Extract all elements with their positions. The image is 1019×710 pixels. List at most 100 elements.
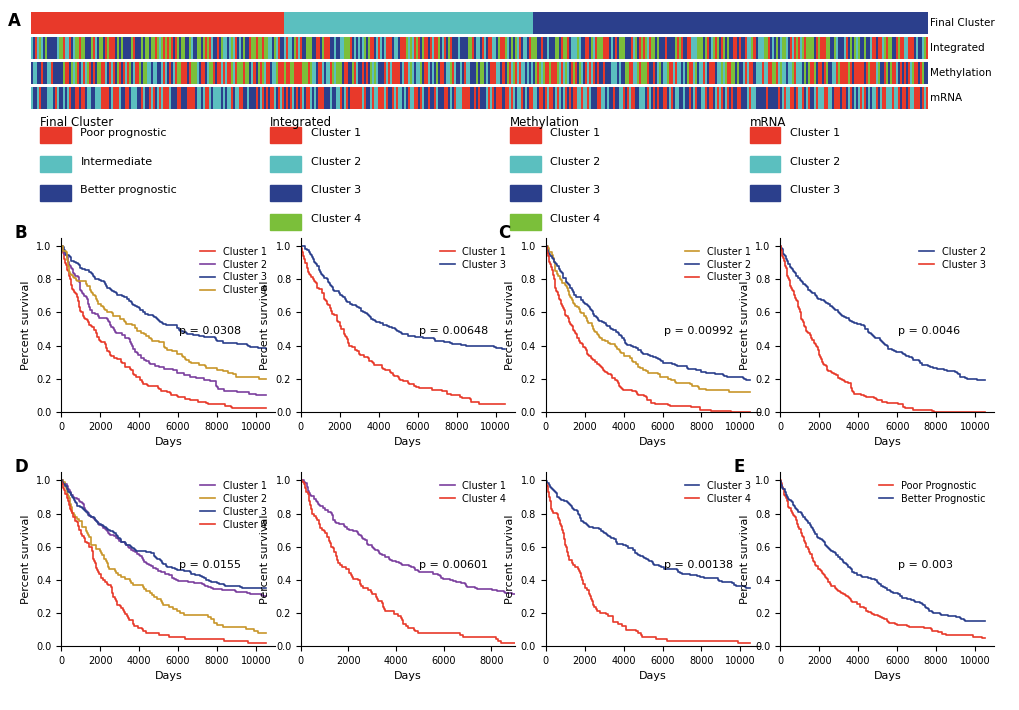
Bar bbox=[259, 12, 261, 34]
Bar bbox=[841, 62, 843, 84]
Bar bbox=[422, 62, 424, 84]
Bar bbox=[167, 12, 169, 34]
Legend: Cluster 2, Cluster 3: Cluster 2, Cluster 3 bbox=[914, 243, 988, 273]
Bar bbox=[835, 37, 837, 59]
Bar bbox=[252, 12, 254, 34]
Bar bbox=[516, 12, 518, 34]
Bar bbox=[779, 62, 781, 84]
Bar bbox=[917, 87, 919, 109]
Bar bbox=[185, 37, 187, 59]
Bar bbox=[312, 37, 314, 59]
Bar bbox=[137, 12, 139, 34]
Bar bbox=[490, 12, 492, 34]
Bar bbox=[679, 62, 681, 84]
Bar bbox=[496, 62, 498, 84]
Cluster 1 bbox=[93, 519, 105, 528]
Bar bbox=[291, 62, 293, 84]
Bar bbox=[710, 62, 712, 84]
Bar bbox=[575, 12, 576, 34]
Bar bbox=[518, 37, 520, 59]
Bar bbox=[772, 37, 774, 59]
Cluster 1 bbox=[558, 279, 571, 288]
Bar bbox=[462, 62, 464, 84]
Bar bbox=[668, 87, 671, 109]
Bar bbox=[789, 62, 791, 84]
Bar bbox=[401, 62, 404, 84]
Bar bbox=[169, 37, 171, 59]
Bar bbox=[859, 62, 861, 84]
Bar bbox=[59, 87, 61, 109]
Poor Prognostic bbox=[974, 633, 986, 642]
Bar bbox=[789, 12, 791, 34]
Bar bbox=[480, 37, 482, 59]
Bar bbox=[153, 37, 155, 59]
Bar bbox=[281, 12, 283, 34]
Better Prognostic bbox=[884, 587, 897, 596]
Bar bbox=[125, 87, 126, 109]
Text: p = 0.00992: p = 0.00992 bbox=[662, 325, 733, 336]
Bar bbox=[639, 87, 640, 109]
Cluster 2 bbox=[575, 294, 587, 302]
Cluster 3 bbox=[305, 250, 317, 258]
Bar bbox=[571, 12, 573, 34]
Bar bbox=[536, 87, 538, 109]
Bar bbox=[329, 87, 331, 109]
Bar bbox=[580, 37, 582, 59]
Cluster 2 bbox=[970, 376, 982, 385]
Bar bbox=[668, 62, 671, 84]
Bar bbox=[612, 87, 614, 109]
Bar bbox=[339, 37, 341, 59]
Bar bbox=[524, 37, 526, 59]
Bar bbox=[171, 87, 173, 109]
Bar bbox=[132, 62, 135, 84]
Bar bbox=[41, 37, 43, 59]
Bar bbox=[656, 37, 658, 59]
Bar bbox=[699, 62, 701, 84]
Bar bbox=[99, 12, 101, 34]
Bar bbox=[863, 62, 865, 84]
Bar bbox=[115, 87, 117, 109]
FancyBboxPatch shape bbox=[510, 128, 540, 143]
Bar bbox=[302, 87, 304, 109]
Bar bbox=[751, 87, 753, 109]
Bar bbox=[666, 62, 668, 84]
Bar bbox=[109, 12, 111, 34]
Bar bbox=[167, 87, 169, 109]
Bar bbox=[426, 87, 428, 109]
Bar bbox=[378, 37, 380, 59]
Bar bbox=[163, 62, 165, 84]
Bar bbox=[149, 87, 151, 109]
Bar bbox=[629, 87, 631, 109]
Bar bbox=[565, 62, 567, 84]
Bar bbox=[147, 87, 149, 109]
Bar bbox=[725, 12, 727, 34]
Bar bbox=[675, 12, 677, 34]
Bar bbox=[442, 87, 444, 109]
Bar bbox=[300, 62, 302, 84]
Cluster 3 bbox=[326, 283, 338, 291]
Bar bbox=[861, 62, 863, 84]
Bar bbox=[135, 87, 137, 109]
Bar bbox=[43, 62, 45, 84]
Text: p = 0.0155: p = 0.0155 bbox=[179, 559, 240, 570]
Bar bbox=[358, 12, 360, 34]
Bar bbox=[855, 37, 857, 59]
Bar bbox=[739, 12, 741, 34]
Bar bbox=[227, 12, 229, 34]
Bar bbox=[849, 87, 851, 109]
Bar bbox=[267, 62, 269, 84]
Bar bbox=[285, 87, 287, 109]
Bar bbox=[546, 37, 548, 59]
Bar bbox=[85, 37, 87, 59]
Bar bbox=[119, 37, 121, 59]
Cluster 2 bbox=[552, 265, 565, 273]
Bar bbox=[635, 62, 637, 84]
Bar bbox=[704, 87, 706, 109]
Bar bbox=[727, 37, 729, 59]
Bar bbox=[652, 37, 654, 59]
Bar bbox=[708, 62, 710, 84]
Bar bbox=[832, 12, 833, 34]
Bar bbox=[888, 37, 890, 59]
Bar bbox=[832, 62, 833, 84]
Bar bbox=[406, 37, 408, 59]
